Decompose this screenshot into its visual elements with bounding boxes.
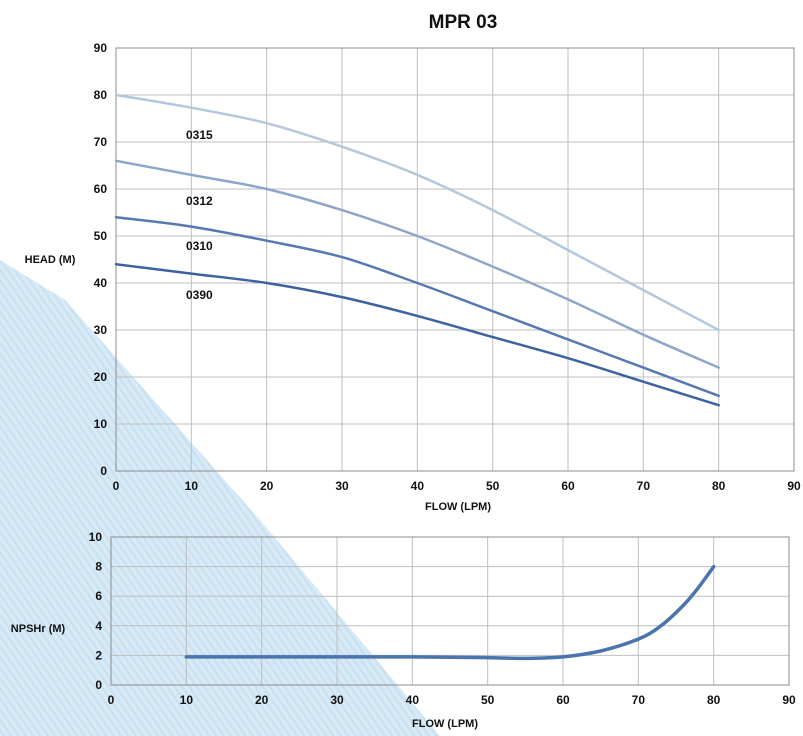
npshr-y-axis-title: NPSHr (M) xyxy=(11,623,66,635)
npshr-x-tick-label: 70 xyxy=(632,693,646,707)
npshr-x-tick-label: 90 xyxy=(782,693,796,707)
head-x-tick-label: 30 xyxy=(335,479,349,493)
series-label-0312: 0312 xyxy=(186,194,213,208)
npshr-series-lines xyxy=(184,564,716,661)
head-series-line-0310 xyxy=(114,215,720,398)
head-x-ticks: 0 10 20 30 40 50 60 70 80 90 xyxy=(113,479,801,493)
npshr-chart-frame xyxy=(110,536,790,686)
head-y-tick-label: 30 xyxy=(94,323,108,337)
npshr-x-tick-label: 60 xyxy=(556,693,570,707)
head-y-tick-label: 70 xyxy=(94,135,108,149)
head-series-line-0312 xyxy=(114,159,720,369)
series-label-0310: 0310 xyxy=(186,239,213,253)
series-label-0315: 0315 xyxy=(186,128,213,142)
head-y-ticks: 0 10 20 30 40 50 60 70 80 90 xyxy=(94,41,108,478)
head-x-tick-label: 90 xyxy=(787,479,801,493)
npshr-y-tick-label: 4 xyxy=(95,619,102,633)
head-x-tick-label: 60 xyxy=(561,479,575,493)
head-y-tick-label: 20 xyxy=(94,370,108,384)
head-x-tick-label: 80 xyxy=(712,479,726,493)
head-series-line-0390 xyxy=(114,262,720,407)
head-x-tick-label: 50 xyxy=(486,479,500,493)
head-series-lines xyxy=(114,93,720,407)
npshr-y-tick-label: 10 xyxy=(89,530,103,544)
npshr-x-tick-label: 80 xyxy=(707,693,721,707)
npshr-x-tick-label: 0 xyxy=(108,693,115,707)
npshr-x-axis-title: FLOW (LPM) xyxy=(412,718,478,730)
npshr-x-tick-label: 10 xyxy=(180,693,194,707)
head-y-tick-label: 10 xyxy=(94,417,108,431)
npshr-chart: 0 2 4 6 8 10 0 10 20 30 40 50 60 70 80 90 NPSHr (M) FL… xyxy=(11,530,796,730)
npshr-x-tick-label: 20 xyxy=(255,693,269,707)
head-x-axis-title: FLOW (LPM) xyxy=(425,501,491,513)
head-x-tick-label: 0 xyxy=(113,479,120,493)
head-y-tick-label: 0 xyxy=(100,464,107,478)
head-x-tick-label: 40 xyxy=(411,479,425,493)
npshr-x-ticks: 0 10 20 30 40 50 60 70 80 90 xyxy=(108,693,796,707)
head-chart: MPR 03 0 10 20 30 40 50 60 70 80 90 0 10 20 30 40 50 60… xyxy=(25,12,801,513)
head-y-axis-title: HEAD (M) xyxy=(25,254,76,266)
head-chart-frame xyxy=(115,47,795,472)
head-x-tick-label: 10 xyxy=(185,479,199,493)
npshr-x-tick-label: 50 xyxy=(481,693,495,707)
head-x-tick-label: 20 xyxy=(260,479,274,493)
head-y-tick-label: 40 xyxy=(94,276,108,290)
chart-title: MPR 03 xyxy=(429,12,498,33)
npshr-x-tick-label: 40 xyxy=(406,693,420,707)
npshr-y-ticks: 0 2 4 6 8 10 xyxy=(89,530,103,692)
npshr-y-tick-label: 8 xyxy=(95,560,102,574)
npshr-y-tick-label: 0 xyxy=(95,678,102,692)
head-series-line-0315 xyxy=(114,93,720,332)
npshr-x-tick-label: 30 xyxy=(330,693,344,707)
head-y-tick-label: 50 xyxy=(94,229,108,243)
series-label-0390: 0390 xyxy=(186,288,213,302)
head-y-tick-label: 80 xyxy=(94,88,108,102)
head-x-tick-label: 70 xyxy=(637,479,651,493)
npshr-y-tick-label: 6 xyxy=(95,589,102,603)
head-y-tick-label: 60 xyxy=(94,182,108,196)
head-y-tick-label: 90 xyxy=(94,41,108,55)
npshr-y-tick-label: 2 xyxy=(95,648,102,662)
npshr-series-line-0 xyxy=(184,564,716,661)
npshr-chart-grid xyxy=(110,536,790,686)
